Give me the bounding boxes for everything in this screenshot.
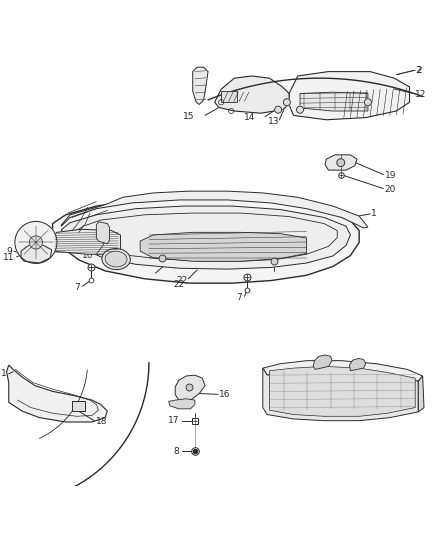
Text: 22: 22 [173, 280, 184, 289]
Circle shape [297, 106, 304, 113]
Text: 9: 9 [7, 247, 12, 256]
Bar [72, 401, 85, 411]
Polygon shape [418, 376, 424, 412]
Text: 2: 2 [416, 66, 422, 75]
Text: 17: 17 [168, 416, 180, 425]
Text: 13: 13 [268, 117, 279, 126]
Text: 7: 7 [74, 283, 80, 292]
Polygon shape [21, 246, 52, 263]
Polygon shape [53, 197, 359, 283]
Polygon shape [263, 368, 418, 421]
Circle shape [364, 99, 371, 106]
Text: 22: 22 [176, 277, 187, 286]
Polygon shape [61, 191, 368, 228]
Polygon shape [300, 92, 368, 111]
Text: 10: 10 [82, 251, 93, 260]
Polygon shape [263, 361, 423, 381]
Polygon shape [50, 229, 120, 254]
Polygon shape [289, 71, 410, 120]
Ellipse shape [102, 248, 130, 270]
Circle shape [337, 159, 345, 167]
Text: 16: 16 [219, 390, 230, 399]
Polygon shape [325, 155, 357, 170]
Text: 12: 12 [415, 90, 427, 99]
Circle shape [275, 106, 282, 113]
Text: 19: 19 [385, 171, 396, 180]
Text: 1: 1 [371, 209, 377, 219]
Polygon shape [96, 222, 110, 244]
Polygon shape [175, 375, 205, 402]
Polygon shape [7, 365, 107, 422]
Polygon shape [169, 399, 195, 409]
Text: 11: 11 [3, 253, 14, 262]
Polygon shape [61, 206, 350, 269]
Text: 1: 1 [1, 369, 7, 378]
Text: 15: 15 [184, 112, 195, 121]
Polygon shape [350, 359, 366, 371]
Text: 7: 7 [237, 293, 242, 302]
Polygon shape [140, 232, 307, 261]
Polygon shape [215, 76, 289, 113]
Text: 8: 8 [174, 447, 180, 456]
Text: 20: 20 [385, 185, 396, 194]
Text: 14: 14 [244, 113, 255, 122]
Circle shape [283, 99, 290, 106]
Polygon shape [221, 91, 237, 102]
Ellipse shape [105, 251, 127, 267]
Circle shape [15, 221, 57, 263]
Text: 2: 2 [416, 66, 421, 75]
Polygon shape [313, 355, 332, 369]
Circle shape [29, 236, 42, 249]
Text: 18: 18 [95, 417, 107, 426]
Polygon shape [269, 366, 415, 416]
Polygon shape [193, 67, 208, 104]
